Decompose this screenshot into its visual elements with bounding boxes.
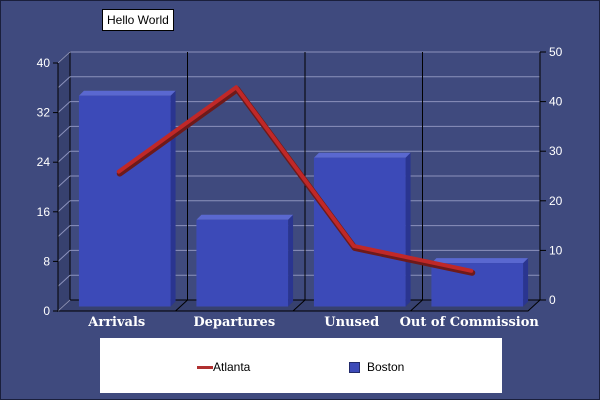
- bar-side: [170, 90, 176, 307]
- bar-top: [78, 90, 176, 96]
- bar-side: [405, 152, 411, 307]
- bar-side: [523, 258, 529, 307]
- gridline-side: [57, 175, 71, 188]
- bar-side: [288, 214, 294, 307]
- series-line: [116, 85, 474, 273]
- gridline-side: [57, 101, 71, 113]
- y-tick-label-right: 20: [549, 194, 563, 208]
- y-tick-label-left: 0: [43, 304, 50, 318]
- y-tick-label-right: 30: [549, 144, 563, 158]
- line-point: [352, 244, 355, 247]
- bar-top: [431, 258, 529, 264]
- y-tick-label-right: 40: [549, 95, 563, 109]
- gridline-side: [57, 76, 71, 89]
- gridline-side: [57, 225, 71, 237]
- bar: [78, 95, 171, 307]
- y-tick-label-left: 32: [37, 106, 51, 120]
- y-tick-label-right: 0: [549, 293, 556, 307]
- gridline-side: [57, 150, 71, 163]
- legend-swatch-atlanta: [197, 366, 213, 369]
- bar: [196, 219, 289, 307]
- line-point: [117, 170, 120, 173]
- floor-divider: [410, 299, 423, 312]
- gridline-side: [57, 274, 71, 287]
- legend-label-boston: Boston: [367, 360, 405, 374]
- gridline-side: [57, 299, 71, 312]
- x-tick-label: Unused: [324, 315, 379, 330]
- legend-item-boston: Boston: [349, 360, 429, 374]
- bar: [313, 157, 406, 307]
- line-point: [470, 269, 473, 272]
- legend: Atlanta Boston: [100, 338, 502, 393]
- legend-item-atlanta: Atlanta: [197, 360, 277, 374]
- bar-top: [313, 152, 411, 158]
- chart-title: Hello World: [102, 9, 174, 31]
- x-tick-label: Out of Commission: [400, 315, 540, 330]
- gridline-side: [57, 200, 71, 213]
- x-tick-label: Departures: [193, 315, 275, 330]
- x-tick-label: Arrivals: [87, 315, 145, 330]
- gridline-side: [57, 126, 71, 138]
- bar-top: [196, 214, 294, 220]
- legend-label-atlanta: Atlanta: [213, 360, 251, 374]
- y-tick-label-right: 10: [549, 243, 563, 257]
- gridline-side: [57, 51, 71, 64]
- y-tick-label-left: 40: [37, 56, 51, 70]
- y-tick-label-left: 8: [43, 254, 50, 268]
- y-tick-label-left: 24: [37, 155, 51, 169]
- floor-divider: [175, 299, 188, 312]
- y-tick-label-left: 16: [37, 205, 51, 219]
- gridline-side: [57, 250, 71, 262]
- line-point: [235, 86, 238, 89]
- floor-divider: [292, 299, 306, 312]
- legend-swatch-boston: [349, 362, 360, 373]
- y-tick-label-right: 50: [549, 45, 563, 59]
